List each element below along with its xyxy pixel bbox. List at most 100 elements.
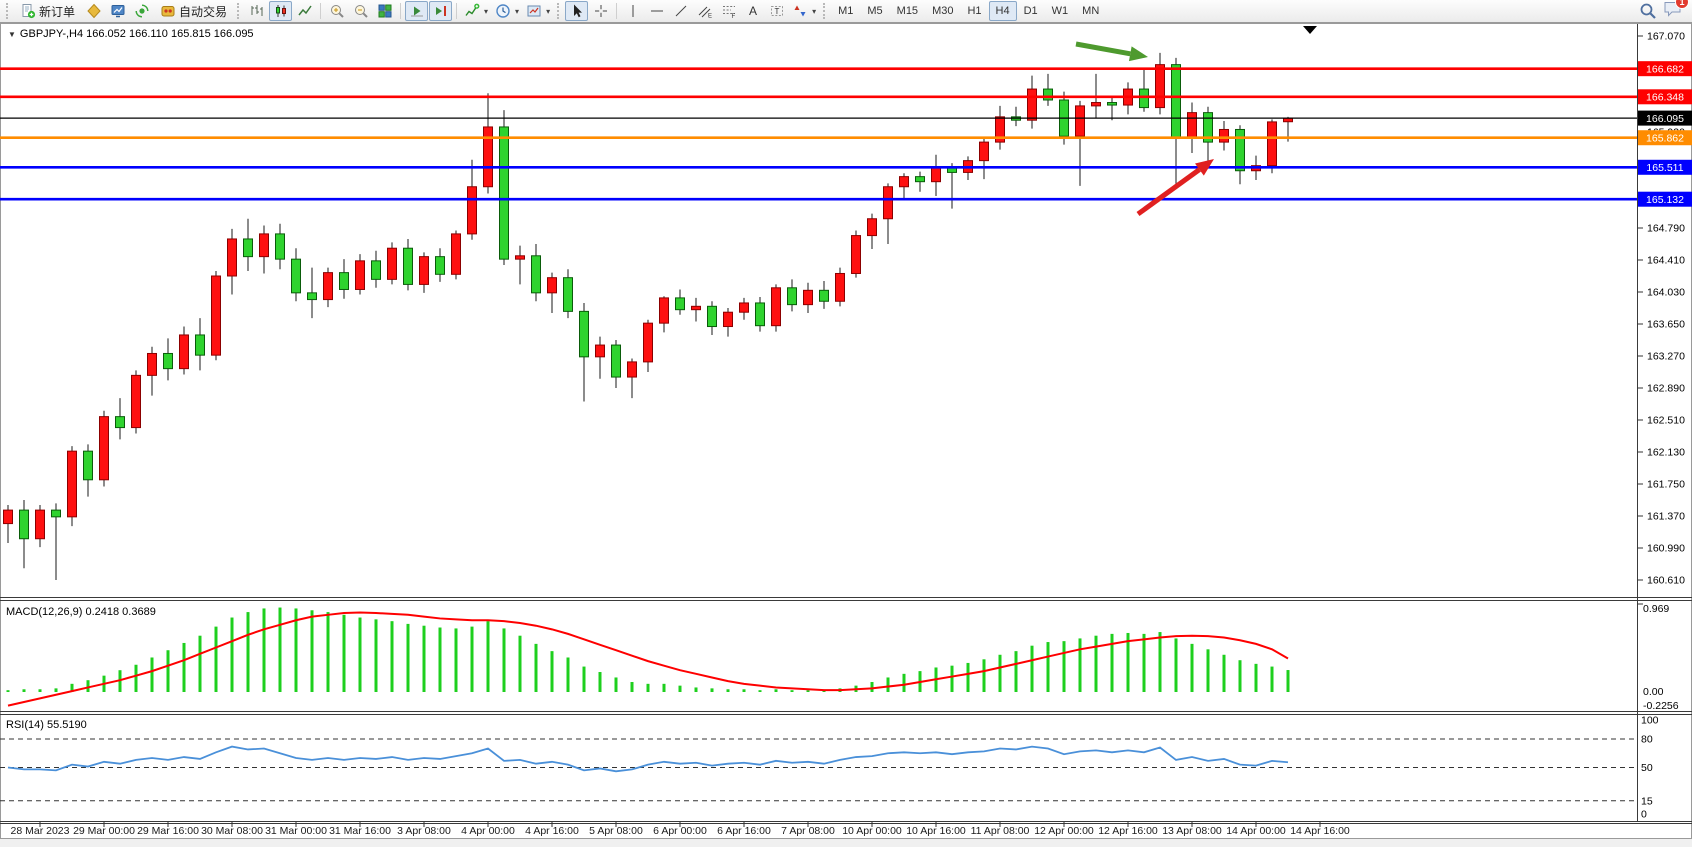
time-label: 31 Mar 00:00 bbox=[265, 825, 327, 837]
macd-histogram-bar bbox=[1142, 633, 1146, 692]
autotrading-label: 自动交易 bbox=[179, 4, 228, 19]
macd-histogram-bar bbox=[566, 657, 570, 692]
candle bbox=[899, 176, 909, 188]
macd-scale-max: 0.969 bbox=[1643, 603, 1669, 615]
fibonacci-tool-button[interactable]: F bbox=[717, 1, 740, 21]
macd-histogram-bar bbox=[374, 619, 378, 692]
channel-tool-button[interactable]: E bbox=[693, 1, 716, 21]
new-order-button[interactable]: 新订单 bbox=[14, 1, 81, 21]
arrows-tool-button[interactable]: ▾ bbox=[789, 1, 819, 21]
candle bbox=[323, 272, 333, 301]
price-tick-label: 161.750 bbox=[1647, 479, 1685, 491]
macd-histogram-bar bbox=[214, 626, 218, 692]
timeframe-button-w1[interactable]: W1 bbox=[1045, 1, 1076, 21]
macd-histogram-bar bbox=[246, 612, 250, 692]
timeframe-button-h4[interactable]: H4 bbox=[988, 1, 1017, 21]
macd-histogram-bar bbox=[1206, 649, 1210, 692]
text-tool-button[interactable]: A bbox=[741, 1, 764, 21]
macd-histogram-bar bbox=[614, 677, 618, 692]
price-tag-166.348 bbox=[1638, 89, 1692, 105]
chart-shift-button[interactable] bbox=[429, 1, 453, 21]
candle bbox=[1027, 88, 1037, 121]
zoom-out-button[interactable] bbox=[349, 1, 372, 21]
candle bbox=[723, 311, 733, 328]
candle bbox=[499, 126, 509, 260]
indicators-button[interactable]: ▾ bbox=[461, 1, 491, 21]
shift-marker-triangle[interactable] bbox=[1303, 26, 1317, 34]
candle bbox=[259, 233, 269, 258]
macd-histogram-bar bbox=[790, 690, 794, 692]
macd-histogram-bar bbox=[774, 689, 778, 692]
candle bbox=[339, 272, 349, 290]
macd-histogram-bar bbox=[630, 682, 634, 692]
zoom-in-button[interactable] bbox=[325, 1, 348, 21]
macd-histogram-bar bbox=[294, 608, 298, 692]
tile-windows-button[interactable] bbox=[373, 1, 396, 21]
timeframe-button-m5[interactable]: M5 bbox=[860, 1, 889, 21]
dropdown-caret-icon: ▾ bbox=[546, 6, 551, 16]
macd-histogram-bar bbox=[310, 610, 314, 692]
timeframe-button-m30[interactable]: M30 bbox=[925, 1, 960, 21]
green-arrow-annotation[interactable] bbox=[1075, 41, 1131, 57]
candle bbox=[3, 509, 13, 525]
bar-chart-mode-button[interactable] bbox=[245, 1, 268, 21]
autotrading-button[interactable]: 自动交易 bbox=[154, 1, 233, 21]
line-chart-mode-button[interactable] bbox=[293, 1, 316, 21]
price-tick-label: 163.650 bbox=[1647, 319, 1685, 331]
candle bbox=[403, 247, 413, 285]
macd-histogram-bar bbox=[1030, 645, 1034, 692]
candle bbox=[355, 260, 365, 290]
trendline-tool-button[interactable] bbox=[669, 1, 692, 21]
candle bbox=[451, 233, 461, 275]
time-label: 3 Apr 08:00 bbox=[397, 825, 451, 837]
metaeditor-button[interactable] bbox=[82, 1, 105, 21]
text-label-tool-button[interactable]: T bbox=[765, 1, 788, 21]
timeframe-button-h1[interactable]: H1 bbox=[960, 1, 988, 21]
vertical-line-tool-button[interactable] bbox=[621, 1, 644, 21]
red-arrow-annotation[interactable] bbox=[1136, 167, 1201, 217]
price-tag-166.682 bbox=[1638, 61, 1692, 77]
candle bbox=[227, 238, 237, 277]
timeframe-button-m15[interactable]: M15 bbox=[890, 1, 925, 21]
crosshair-tool-button[interactable] bbox=[589, 1, 612, 21]
terminal-button[interactable] bbox=[106, 1, 129, 21]
bar-chart-icon bbox=[251, 5, 263, 16]
signals-button[interactable] bbox=[130, 1, 153, 21]
price-tick-label: 161.370 bbox=[1647, 511, 1685, 523]
notifications-button[interactable]: 1 bbox=[1663, 0, 1689, 23]
price-tag-label: 166.095 bbox=[1646, 113, 1684, 125]
horizontal-line-tool-button[interactable] bbox=[645, 1, 668, 21]
macd-histogram-bar bbox=[262, 608, 266, 692]
time-label: 29 Mar 00:00 bbox=[73, 825, 135, 837]
price-tick-label: 164.030 bbox=[1647, 287, 1685, 299]
candle bbox=[51, 509, 61, 518]
timeframe-button-d1[interactable]: D1 bbox=[1017, 1, 1045, 21]
collapse-chart-icon[interactable]: ▼ bbox=[8, 30, 16, 39]
macd-histogram-bar bbox=[1238, 660, 1242, 692]
candle bbox=[755, 302, 765, 327]
candle bbox=[691, 305, 701, 311]
search-icon[interactable] bbox=[1639, 2, 1657, 20]
templates-button[interactable]: ▾ bbox=[523, 1, 553, 21]
price-tag-165.862 bbox=[1638, 130, 1692, 146]
macd-histogram-bar bbox=[598, 672, 602, 692]
candle bbox=[659, 297, 669, 324]
macd-histogram-bar bbox=[1254, 663, 1258, 692]
time-label: 30 Mar 08:00 bbox=[201, 825, 263, 837]
candlestick-mode-button[interactable] bbox=[269, 1, 293, 21]
price-tick-label: 160.610 bbox=[1647, 575, 1685, 587]
macd-histogram-bar bbox=[518, 635, 522, 692]
cursor-tool-button[interactable] bbox=[565, 1, 589, 21]
time-label: 4 Apr 00:00 bbox=[461, 825, 515, 837]
timeframe-button-m1[interactable]: M1 bbox=[831, 1, 860, 21]
auto-scroll-button[interactable] bbox=[405, 1, 429, 21]
timeframe-button-mn[interactable]: MN bbox=[1075, 1, 1106, 21]
candle bbox=[131, 374, 141, 429]
macd-histogram-bar bbox=[1014, 651, 1018, 692]
fibonacci-icon: F bbox=[722, 6, 735, 19]
candle bbox=[867, 218, 877, 237]
svg-text:E: E bbox=[708, 14, 712, 20]
periods-button[interactable]: ▾ bbox=[492, 1, 522, 21]
macd-histogram-bar bbox=[534, 643, 538, 692]
